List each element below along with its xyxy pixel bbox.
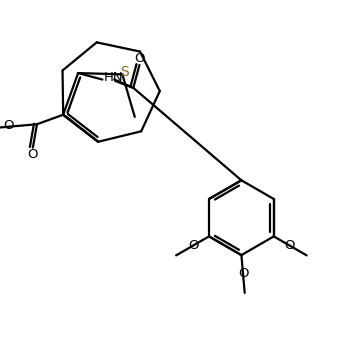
Text: O: O [28,148,38,161]
Text: HN: HN [103,71,123,84]
Text: O: O [3,119,14,132]
Text: S: S [120,65,129,79]
Text: O: O [188,239,198,252]
Text: O: O [285,239,295,252]
Text: O: O [134,52,145,65]
Text: O: O [238,267,248,280]
